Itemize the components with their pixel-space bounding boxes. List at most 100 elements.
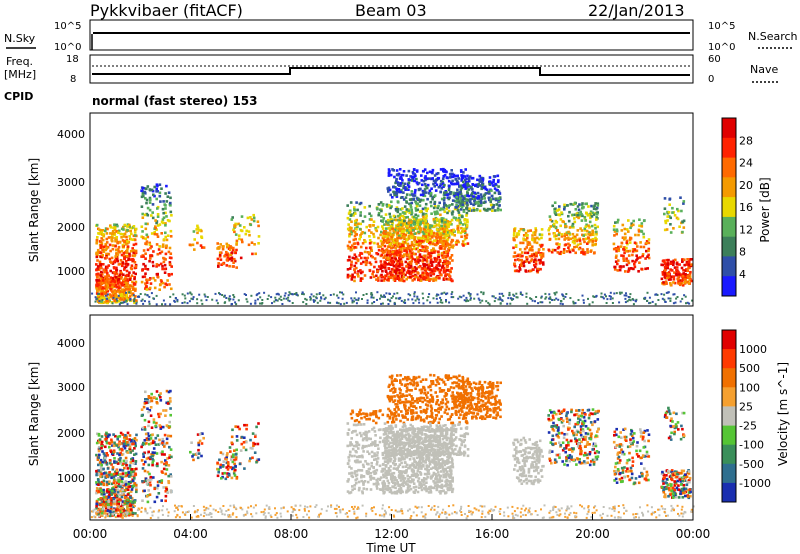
data-cell-power-3639 (613, 265, 617, 269)
data-cell-power-716 (140, 280, 144, 284)
data-cell-power-4133 (627, 296, 630, 298)
data-cell-power-2523 (433, 202, 436, 205)
data-cell-power-3898 (460, 296, 463, 299)
data-cell-power-3615 (640, 225, 644, 228)
data-cell-power-1849 (429, 258, 433, 261)
data-cell-power-1135 (350, 226, 353, 230)
data-cell-power-1840 (404, 229, 407, 232)
data-cell-power-3979 (332, 293, 335, 296)
data-cell-power-1713 (432, 267, 436, 270)
data-cell-power-160 (133, 277, 136, 281)
data-cell-power-3176 (537, 251, 540, 254)
data-cell-power-2254 (451, 172, 454, 176)
data-cell-power-483 (108, 243, 112, 247)
data-cell-power-2608 (393, 228, 397, 232)
data-cell-power-1217 (350, 263, 353, 266)
data-cell-power-2636 (447, 192, 451, 196)
data-cell-power-3896 (565, 293, 568, 295)
data-cell-power-1212 (381, 204, 385, 207)
data-cell-power-3511 (647, 256, 651, 260)
data-cell-power-2503 (392, 185, 395, 189)
data-cell-velocity-331 (112, 475, 116, 479)
data-cell-power-3262 (563, 203, 566, 207)
data-cell-power-376 (134, 289, 137, 292)
data-cell-power-2712 (442, 236, 445, 240)
data-cell-power-3842 (682, 219, 686, 223)
data-cell-power-1174 (355, 228, 358, 231)
data-cell-power-3499 (580, 212, 583, 216)
data-cell-power-4265 (260, 302, 263, 305)
data-cell-power-1753 (390, 233, 393, 237)
data-cell-power-1173 (383, 254, 387, 257)
data-cell-velocity-531 (169, 407, 172, 410)
data-cell-power-3588 (632, 223, 635, 227)
data-cell-power-3994 (309, 296, 312, 299)
data-cell-power-3548 (628, 238, 632, 241)
data-cell-power-3752 (690, 279, 693, 283)
data-cell-power-3537 (631, 248, 635, 251)
data-cell-power-1747 (421, 248, 424, 252)
data-cell-power-2433 (408, 202, 411, 206)
data-cell-power-824 (113, 275, 117, 278)
data-cell-power-2300 (394, 227, 398, 230)
data-cell-power-3750 (688, 273, 692, 276)
data-cell-power-3279 (567, 214, 570, 218)
data-cell-power-3602 (612, 224, 616, 228)
data-cell-velocity-179 (118, 435, 122, 438)
data-cell-power-1439 (418, 249, 422, 252)
data-cell-power-3085 (462, 197, 465, 200)
data-cell-power-825 (119, 290, 123, 294)
data-cell-power-3239 (512, 234, 516, 237)
data-cell-power-2815 (399, 223, 403, 227)
data-cell-velocity-483 (132, 501, 135, 504)
data-cell-power-4336 (336, 301, 339, 304)
data-cell-velocity-286 (121, 433, 125, 436)
data-cell-power-1655 (385, 227, 388, 230)
data-cell-power-4046 (509, 302, 512, 305)
data-cell-power-1151 (366, 251, 370, 254)
data-cell-power-2326 (415, 177, 418, 181)
data-cell-power-3959 (679, 300, 682, 303)
data-cell-power-2813 (419, 187, 422, 191)
data-cell-power-3434 (576, 205, 580, 208)
data-cell-power-4340 (276, 292, 279, 295)
data-cell-power-2588 (445, 207, 448, 211)
data-cell-power-3628 (626, 228, 629, 231)
data-cell-power-614 (144, 257, 147, 260)
data-cell-power-3903 (516, 296, 519, 299)
data-cell-power-2981 (479, 203, 483, 207)
data-cell-power-862 (117, 296, 120, 299)
data-cell-velocity-480 (127, 482, 130, 486)
data-cell-power-502 (148, 241, 151, 245)
data-cell-power-1923 (391, 274, 394, 277)
data-cell-power-2049 (450, 254, 454, 257)
data-cell-power-3637 (647, 249, 650, 253)
data-cell-power-1115 (376, 242, 380, 246)
data-cell-power-3445 (571, 232, 575, 236)
data-cell-power-3126 (530, 245, 534, 248)
data-cell-power-1077 (352, 214, 355, 217)
data-cell-power-1126 (350, 278, 354, 281)
data-cell-velocity-196 (96, 458, 100, 461)
data-cell-power-795 (117, 286, 121, 289)
data-cell-power-2180 (410, 190, 414, 193)
data-cell-power-812 (96, 289, 99, 293)
data-cell-velocity-586 (149, 475, 153, 479)
data-cell-power-1869 (408, 272, 412, 275)
data-cell-velocity-296 (104, 471, 108, 475)
data-cell-power-1247 (380, 273, 383, 277)
data-cell-power-3677 (672, 263, 675, 267)
data-cell-power-3227 (536, 236, 539, 240)
data-cell-power-583 (153, 230, 156, 234)
data-cell-velocity-539 (162, 409, 165, 412)
data-cell-power-2798 (413, 168, 416, 171)
data-cell-power-4327 (312, 299, 315, 302)
data-cell-velocity-564 (146, 401, 150, 404)
data-cell-power-3437 (584, 219, 587, 222)
data-cell-power-3189 (537, 248, 541, 251)
data-cell-power-3923 (259, 302, 261, 305)
data-cell-power-1842 (432, 234, 436, 238)
data-cell-power-2033 (440, 273, 443, 277)
data-cell-power-839 (105, 276, 109, 279)
data-cell-power-264 (124, 262, 128, 266)
